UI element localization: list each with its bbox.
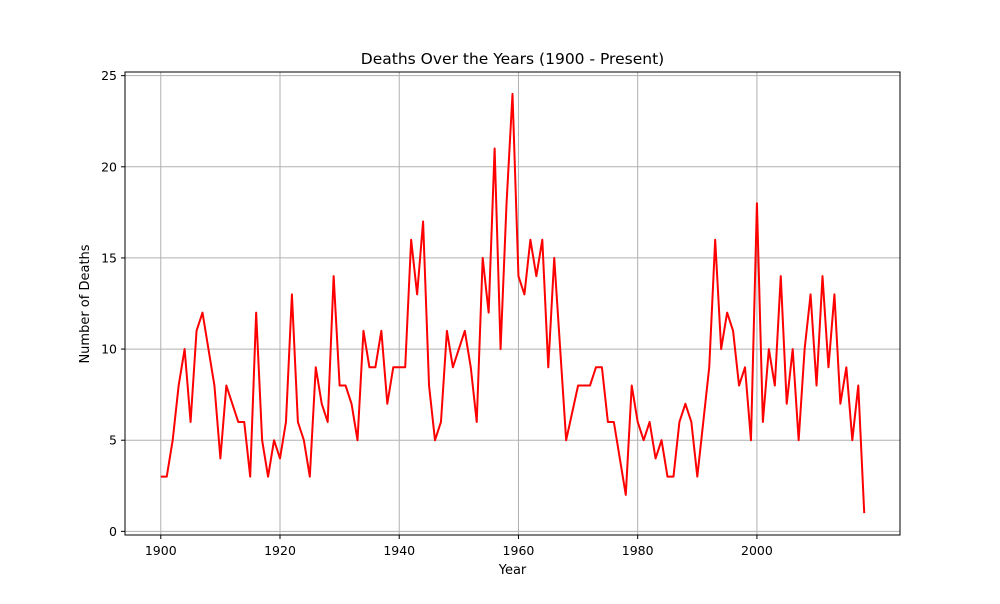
- x-axis-label: Year: [498, 563, 527, 578]
- y-tick-label: 15: [101, 250, 117, 265]
- y-tick-label: 20: [101, 159, 117, 174]
- chart-title: Deaths Over the Years (1900 - Present): [361, 50, 664, 68]
- y-tick-label: 10: [101, 342, 117, 357]
- x-tick-label: 1940: [383, 543, 415, 558]
- x-tick-label: 1960: [503, 543, 535, 558]
- grid: [125, 72, 900, 535]
- x-tick-label: 1920: [264, 543, 296, 558]
- y-tick-label: 25: [101, 68, 117, 83]
- x-tick-label: 1900: [145, 543, 177, 558]
- y-axis-label: Number of Deaths: [78, 244, 93, 363]
- ticks: 1900 1920 1940 1960 1980 2000 0 5 10 15 20 25: [101, 68, 773, 558]
- x-tick-label: 2000: [741, 543, 773, 558]
- series-line: [160, 92, 866, 514]
- y-tick-label: 5: [109, 433, 117, 448]
- x-tick-label: 1980: [622, 543, 654, 558]
- y-tick-label: 0: [109, 524, 117, 539]
- series-layer: [160, 92, 866, 514]
- axes-frame: [124, 71, 901, 536]
